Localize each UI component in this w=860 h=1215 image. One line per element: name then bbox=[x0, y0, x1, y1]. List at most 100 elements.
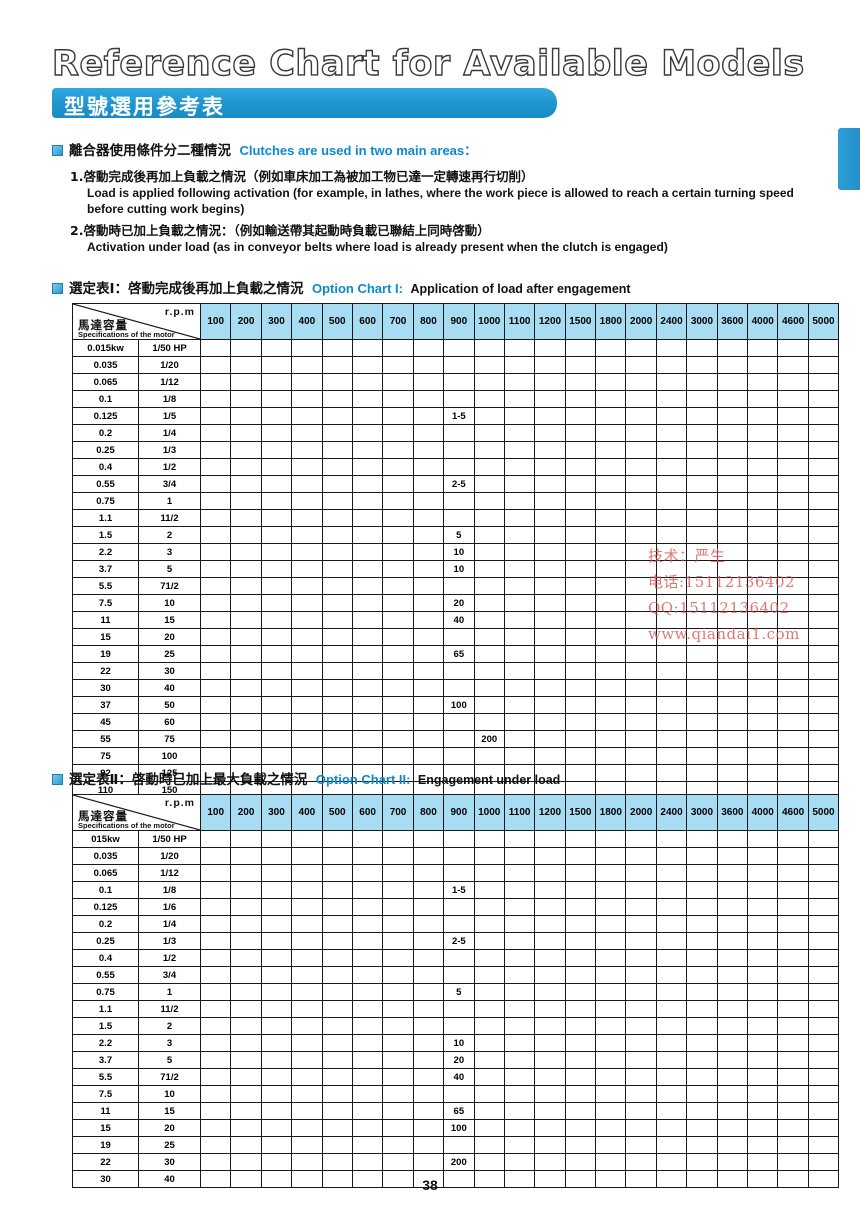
availability-cell-filled bbox=[351, 373, 384, 391]
availability-cell-filled bbox=[686, 1119, 718, 1137]
availability-cell-filled bbox=[777, 949, 809, 967]
availability-cell-empty bbox=[230, 645, 262, 663]
availability-cell-empty bbox=[747, 864, 779, 882]
rpm-column-header: 1800 bbox=[595, 794, 627, 831]
rpm-column-header: 2400 bbox=[655, 303, 688, 340]
availability-cell-filled bbox=[473, 543, 505, 561]
availability-cell-empty bbox=[260, 509, 293, 527]
rpm-column-header: 1000 bbox=[473, 794, 505, 831]
availability-cell-empty bbox=[503, 1068, 536, 1086]
availability-cell-filled bbox=[382, 356, 414, 374]
rpm-column-header: 1200 bbox=[534, 794, 566, 831]
availability-cell-empty bbox=[564, 696, 597, 714]
availability-cell-empty bbox=[807, 526, 840, 544]
table-row: 5.5 71/2 40 bbox=[72, 1068, 840, 1086]
availability-cell-empty bbox=[595, 764, 627, 782]
availability-cell-filled bbox=[503, 1034, 536, 1052]
availability-cell-empty bbox=[321, 713, 353, 731]
availability-cell-empty bbox=[807, 1051, 840, 1069]
availability-cell-filled bbox=[564, 424, 597, 442]
availability-cell-filled bbox=[807, 915, 840, 933]
availability-cell-empty bbox=[230, 696, 262, 714]
availability-cell-filled bbox=[351, 560, 384, 578]
availability-cell-filled bbox=[625, 881, 657, 899]
availability-cell-filled bbox=[807, 509, 840, 527]
availability-cell-empty bbox=[625, 1136, 657, 1154]
availability-cell-filled bbox=[291, 1119, 323, 1137]
availability-cell-filled bbox=[321, 696, 353, 714]
table-row: 15 20 bbox=[72, 628, 840, 646]
availability-cell-empty bbox=[321, 898, 353, 916]
availability-cell-label: 10 bbox=[443, 560, 475, 578]
availability-cell-filled bbox=[716, 628, 749, 646]
availability-cell-filled bbox=[595, 662, 627, 680]
availability-cell-filled bbox=[260, 339, 293, 357]
availability-cell-filled bbox=[655, 713, 688, 731]
availability-cell-filled bbox=[564, 915, 597, 933]
availability-cell-filled bbox=[473, 390, 505, 408]
availability-cell-empty bbox=[655, 560, 688, 578]
availability-cell-empty bbox=[321, 730, 353, 748]
availability-cell-empty bbox=[595, 390, 627, 408]
availability-cell-filled bbox=[321, 492, 353, 510]
availability-cell-filled bbox=[716, 458, 749, 476]
availability-cell-filled bbox=[351, 1136, 384, 1154]
availability-cell-empty bbox=[807, 1068, 840, 1086]
availability-cell-filled bbox=[564, 1051, 597, 1069]
availability-cell-filled bbox=[260, 1068, 293, 1086]
rpm-column-header: 4600 bbox=[777, 794, 809, 831]
table-row: 1.5 2 5 bbox=[72, 526, 840, 544]
availability-cell-label: 10 bbox=[443, 1034, 475, 1052]
availability-cell-filled bbox=[807, 898, 840, 916]
availability-cell-filled bbox=[625, 898, 657, 916]
availability-cell-empty bbox=[777, 713, 809, 731]
availability-cell-empty bbox=[807, 390, 840, 408]
availability-cell-filled bbox=[351, 407, 384, 425]
motor-capacity-kw-cell: 0.75 bbox=[72, 492, 139, 510]
rpm-column-header: 3600 bbox=[716, 794, 749, 831]
availability-cell-empty bbox=[382, 747, 414, 765]
availability-cell-empty bbox=[503, 645, 536, 663]
availability-cell-empty bbox=[747, 526, 779, 544]
availability-cell-empty bbox=[625, 628, 657, 646]
availability-cell-empty bbox=[503, 830, 536, 848]
availability-cell-empty bbox=[655, 730, 688, 748]
availability-cell-empty bbox=[199, 898, 232, 916]
availability-cell-empty bbox=[595, 356, 627, 374]
availability-cell-empty bbox=[199, 662, 232, 680]
availability-cell-empty bbox=[686, 847, 718, 865]
motor-capacity-kw-cell: 0.25 bbox=[72, 441, 139, 459]
availability-cell-empty bbox=[199, 611, 232, 629]
availability-cell-filled bbox=[595, 1034, 627, 1052]
availability-cell-filled bbox=[807, 543, 840, 561]
availability-cell-filled bbox=[382, 1170, 414, 1188]
availability-cell-empty bbox=[503, 339, 536, 357]
availability-cell-empty bbox=[473, 475, 505, 493]
availability-cell-empty bbox=[412, 458, 445, 476]
availability-cell-filled bbox=[291, 356, 323, 374]
availability-cell-empty bbox=[686, 577, 718, 595]
availability-cell-filled bbox=[595, 1102, 627, 1120]
motor-capacity-hp-cell: 1/8 bbox=[138, 390, 201, 408]
availability-cell-empty bbox=[564, 983, 597, 1001]
rpm-column-header: 2000 bbox=[625, 303, 657, 340]
availability-cell-empty bbox=[321, 577, 353, 595]
list-item-en: Load is applied following activation (fo… bbox=[87, 186, 794, 216]
availability-cell-filled bbox=[716, 424, 749, 442]
availability-cell-empty bbox=[260, 424, 293, 442]
rpm-column-header: 1200 bbox=[534, 303, 566, 340]
availability-cell-empty bbox=[291, 747, 323, 765]
availability-cell-empty bbox=[260, 696, 293, 714]
availability-cell-filled bbox=[534, 1000, 566, 1018]
availability-cell-empty bbox=[534, 458, 566, 476]
table-row: 0.75 1 5 bbox=[72, 983, 840, 1001]
availability-cell-empty bbox=[655, 847, 688, 865]
motor-capacity-kw-cell: 0.035 bbox=[72, 356, 139, 374]
availability-cell-empty bbox=[382, 915, 414, 933]
availability-cell-empty bbox=[747, 390, 779, 408]
availability-cell-filled bbox=[230, 1119, 262, 1137]
rpm-column-header: 800 bbox=[412, 303, 445, 340]
availability-cell-empty bbox=[443, 679, 475, 697]
availability-cell-empty bbox=[199, 864, 232, 882]
availability-cell-filled bbox=[503, 390, 536, 408]
